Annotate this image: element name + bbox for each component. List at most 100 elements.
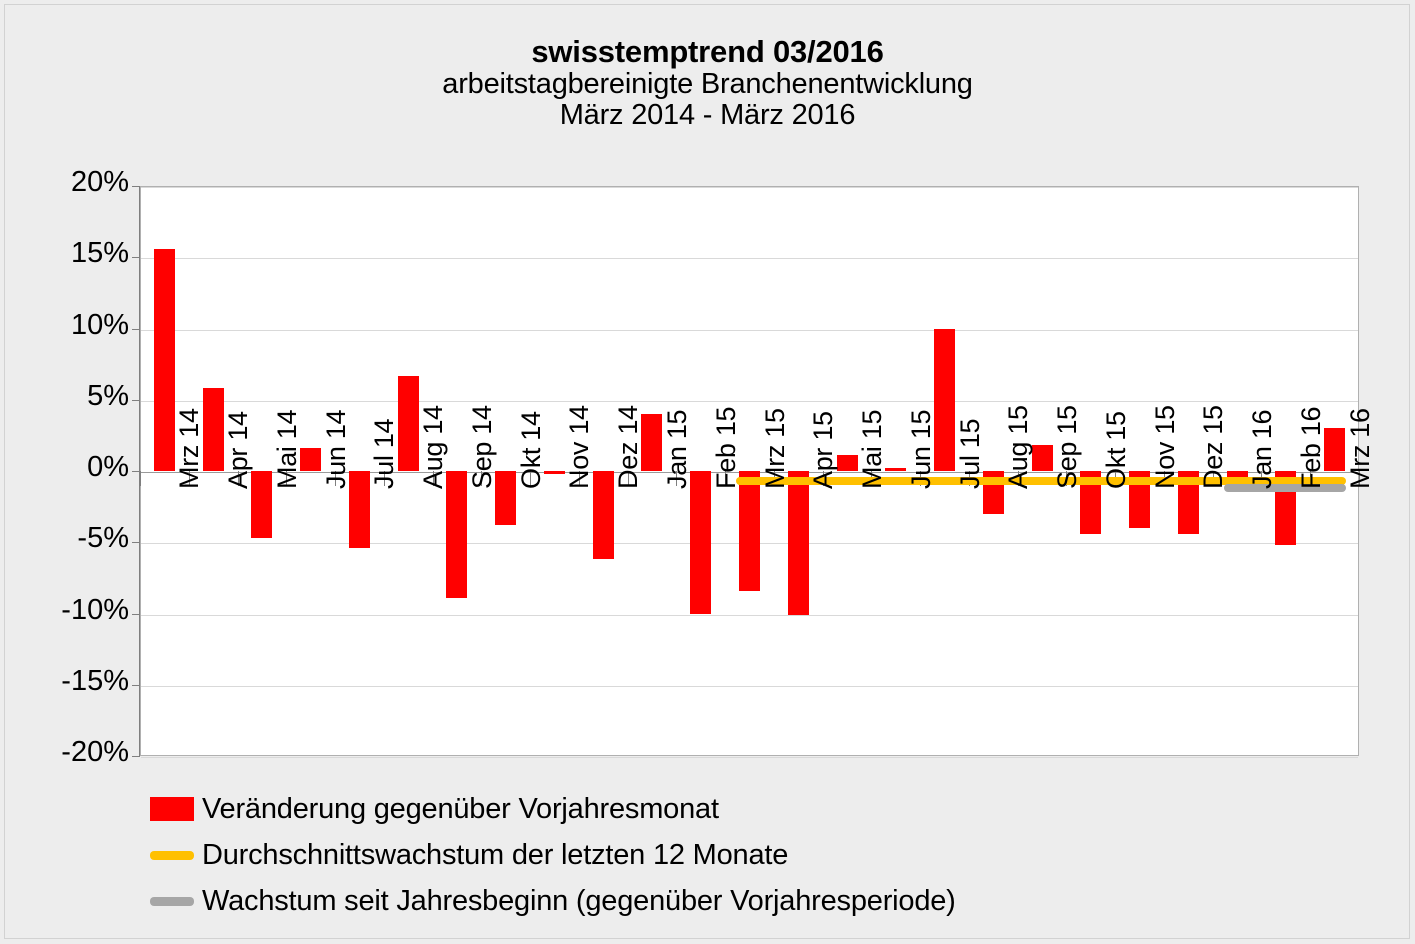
x-tick (140, 471, 141, 486)
chart-subtitle-1: arbeitstagbereinigte Branchenentwicklung (442, 67, 973, 100)
x-tick (676, 471, 678, 486)
gridline-neg20 (141, 757, 1358, 758)
x-tick (383, 471, 385, 486)
bar-jun-14 (300, 448, 322, 471)
legend-label-2: Wachstum seit Jahresbeginn (gegenüber Vo… (202, 884, 956, 917)
gridline-20 (141, 187, 1358, 188)
bar-dez-15 (1177, 471, 1199, 534)
y-axis-label: -15% (61, 664, 129, 697)
y-axis-label: 20% (70, 166, 129, 198)
x-tick (237, 471, 239, 486)
legend-item-avg12: Durchschnittswachstum der letzten 12 Mon… (150, 832, 1350, 878)
bar-jun-15 (885, 468, 907, 471)
bar-dez-14 (592, 471, 614, 560)
x-axis-label-apr-14: Apr 14 (223, 411, 254, 489)
y-tick (132, 542, 140, 544)
chart-title: swisstemptrend 03/2016 (531, 34, 884, 69)
x-tick (286, 471, 288, 486)
chart-legend: Veränderung gegenüber Vorjahresmonat Dur… (150, 786, 1350, 924)
x-axis-label-mrz-14: Mrz 14 (174, 408, 205, 489)
x-axis-label-jun-14: Jun 14 (320, 409, 351, 489)
x-axis-label-sep-15: Sep 15 (1052, 405, 1083, 489)
bar-sep-14 (446, 471, 468, 598)
x-tick (725, 471, 727, 486)
x-axis-label-aug-14: Aug 14 (418, 405, 449, 489)
y-tick (132, 684, 140, 686)
bar-apr-15 (787, 471, 809, 615)
x-axis-label-okt-15: Okt 15 (1100, 411, 1131, 489)
bar-okt-14 (495, 471, 517, 526)
bar-mrz-15 (739, 471, 760, 591)
x-axis-label-jan-15: Jan 15 (661, 409, 692, 489)
x-axis-label-mrz-15: Mrz 15 (759, 408, 790, 489)
bar-feb-15 (690, 471, 712, 614)
x-axis-label-nov-15: Nov 15 (1149, 405, 1180, 489)
legend-label-1: Durchschnittswachstum der letzten 12 Mon… (202, 838, 789, 871)
bar-mai-15 (836, 455, 858, 471)
legend-label-0: Veränderung gegenüber Vorjahresmonat (202, 792, 719, 825)
x-axis-label-dez-15: Dez 15 (1198, 405, 1229, 489)
y-tick (132, 613, 140, 615)
bar-nov-14 (543, 471, 565, 474)
bar-mrz-14 (153, 248, 175, 471)
y-axis-label: 5% (87, 379, 129, 412)
y-axis-label: 15% (70, 237, 129, 270)
y-tick (132, 328, 140, 330)
bar-jul-15 (934, 328, 956, 471)
x-tick (1359, 471, 1360, 486)
y-tick (132, 399, 140, 401)
legend-swatch-orange-line-icon (150, 850, 198, 860)
x-axis-label-dez-14: Dez 14 (613, 405, 644, 489)
bar-apr-14 (202, 388, 224, 471)
gridline-neg10 (141, 614, 1358, 616)
bar-nov-15 (1129, 471, 1151, 528)
bar-jan-15 (641, 414, 663, 471)
gridline-5 (141, 400, 1358, 402)
x-axis-label-feb-15: Feb 15 (710, 406, 741, 489)
legend-item-ytd: Wachstum seit Jahresbeginn (gegenüber Vo… (150, 878, 1350, 924)
x-axis-label-aug-15: Aug 15 (1003, 405, 1034, 489)
y-axis-label: -5% (77, 522, 129, 555)
x-axis-label-nov-14: Nov 14 (564, 405, 595, 489)
x-tick (530, 471, 532, 486)
x-axis-label-jul-15: Jul 15 (954, 418, 985, 489)
series-line-ytd (1223, 484, 1347, 493)
x-axis-label-mai-14: Mai 14 (271, 409, 302, 489)
x-axis-label-feb-16: Feb 16 (1295, 406, 1326, 489)
legend-swatch-gray-line-icon (150, 896, 198, 906)
x-axis-label-mrz-16: Mrz 16 (1344, 408, 1375, 489)
legend-swatch-bar-icon (150, 797, 198, 821)
y-axis-label: 0% (87, 451, 129, 483)
x-tick (188, 471, 190, 486)
gridline-15 (141, 258, 1358, 260)
bar-okt-15 (1080, 471, 1102, 534)
y-tick (132, 257, 140, 259)
y-tick (132, 471, 140, 472)
x-tick (578, 471, 580, 486)
legend-item-bars: Veränderung gegenüber Vorjahresmonat (150, 786, 1350, 832)
bar-jul-14 (348, 471, 370, 548)
bar-mrz-16 (1324, 428, 1346, 471)
gridline-neg15 (141, 685, 1358, 687)
y-axis-label: 10% (70, 308, 129, 341)
y-tick (132, 186, 140, 187)
y-axis-label: -10% (61, 593, 129, 626)
x-tick (481, 471, 483, 486)
x-tick (627, 471, 629, 486)
series-line-avg-12-months (736, 476, 1347, 485)
x-axis-label-sep-14: Sep 14 (466, 405, 497, 489)
y-tick (132, 756, 140, 757)
gridline-10 (141, 329, 1358, 331)
bar-mai-14 (251, 471, 273, 538)
x-axis-label-apr-15: Apr 15 (808, 411, 839, 489)
x-axis-label-jul-14: Jul 14 (369, 418, 400, 489)
chart-title-block: swisstemptrend 03/2016 arbeitstagbereini… (0, 34, 1415, 131)
bar-aug-14 (397, 375, 419, 471)
x-axis-label-jun-15: Jun 15 (905, 409, 936, 489)
chart-subtitle-2: März 2014 - März 2016 (559, 98, 856, 131)
x-axis-label-mai-15: Mai 15 (857, 409, 888, 489)
x-tick (335, 471, 337, 486)
y-axis-label: -20% (61, 736, 129, 768)
x-axis-label-okt-14: Okt 14 (515, 411, 546, 489)
